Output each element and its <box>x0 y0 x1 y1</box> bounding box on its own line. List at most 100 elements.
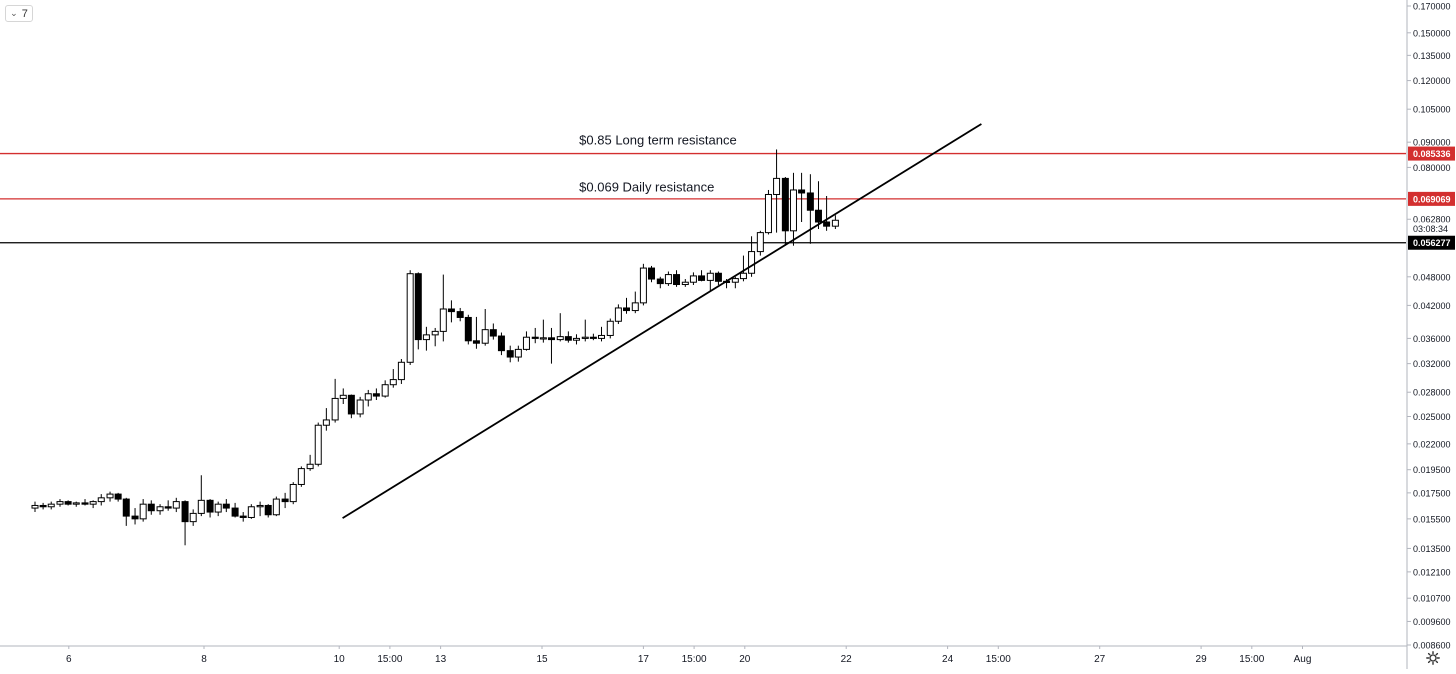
horizontal-lines <box>0 152 1406 244</box>
candle <box>414 272 422 350</box>
candle-body <box>623 307 630 312</box>
x-tick-label: 22 <box>841 654 853 665</box>
y-tick-label: 0.008600 <box>1413 641 1451 651</box>
candle <box>664 271 672 286</box>
candle-body <box>164 506 172 509</box>
candle <box>581 319 589 342</box>
x-tick-label: 8 <box>201 654 207 665</box>
candle <box>456 307 464 322</box>
chart-settings-button[interactable] <box>1421 648 1445 668</box>
x-tick-label: 13 <box>435 654 447 665</box>
annotation-text[interactable]: $0.85 Long term resistance <box>579 133 737 148</box>
candle-body <box>114 493 122 500</box>
candle <box>47 501 55 510</box>
candle-body <box>406 273 414 363</box>
candle <box>698 270 706 282</box>
candle-body <box>222 503 230 509</box>
candle <box>372 388 380 401</box>
x-tick-label: 10 <box>334 654 346 665</box>
price-label-background <box>1408 191 1455 206</box>
candle <box>764 189 772 235</box>
candle-body <box>131 515 139 520</box>
price-label-background <box>1408 235 1455 250</box>
x-tick-label: 15 <box>536 654 548 665</box>
candle-body <box>81 502 89 505</box>
candle-body <box>256 504 264 508</box>
candle-body <box>764 193 772 234</box>
candle <box>589 333 597 341</box>
candle-body <box>264 504 272 516</box>
y-tick-label: 0.009600 <box>1413 617 1451 627</box>
candle-body <box>347 394 355 415</box>
y-tick-label: 0.019500 <box>1413 465 1451 475</box>
candle-body <box>556 336 564 341</box>
candle-body <box>773 177 781 195</box>
chevron-down-icon: ⌄ <box>10 8 18 18</box>
candle-body <box>89 501 97 505</box>
y-tick-label: 0.150000 <box>1413 28 1451 38</box>
candle <box>222 499 230 513</box>
y-tick-label: 0.028000 <box>1413 388 1451 398</box>
candle <box>606 318 614 339</box>
candle <box>497 332 505 356</box>
candle-body <box>206 499 214 513</box>
candle-body <box>572 337 580 341</box>
candle <box>214 501 222 517</box>
candle-body <box>106 493 114 499</box>
y-tick-label: 0.080000 <box>1413 163 1451 173</box>
candle-body <box>289 483 297 503</box>
candle <box>56 499 64 507</box>
y-tick-label: 0.017500 <box>1413 488 1451 498</box>
annotation-text[interactable]: $0.069 Daily resistance <box>579 179 714 194</box>
candle-body <box>389 379 397 386</box>
candle-body <box>64 501 72 505</box>
candle <box>306 454 314 471</box>
countdown-label: 03:08:34 <box>1413 224 1448 234</box>
price-label: 0.056277 <box>1413 238 1451 248</box>
candle <box>756 230 764 256</box>
candle-body <box>756 232 764 253</box>
candle <box>247 504 255 519</box>
x-tick-label: 20 <box>739 654 751 665</box>
candle <box>781 176 789 246</box>
gear-icon <box>1426 651 1440 665</box>
candle <box>648 265 656 283</box>
candle <box>331 378 339 423</box>
candle-body <box>56 501 64 505</box>
candle-body <box>72 502 80 505</box>
candle-body <box>464 316 472 342</box>
candle <box>539 319 547 343</box>
candle-body <box>481 329 489 344</box>
candle <box>506 345 514 363</box>
candle <box>522 331 530 351</box>
candle-body <box>239 515 247 518</box>
candle-body <box>231 507 239 517</box>
candle-body <box>531 336 539 339</box>
candle <box>656 276 664 289</box>
candle <box>397 358 405 384</box>
y-tick-label: 0.170000 <box>1413 2 1451 12</box>
candle-body <box>714 272 722 282</box>
candle <box>39 502 47 510</box>
candle-body <box>497 335 505 352</box>
x-tick-label: Aug <box>1294 654 1312 665</box>
candle <box>831 215 839 230</box>
candle <box>556 313 564 342</box>
x-tick-label: 29 <box>1196 654 1208 665</box>
candle-body <box>31 504 39 509</box>
candle <box>364 389 372 407</box>
y-tick-label: 0.010700 <box>1413 594 1451 604</box>
candle <box>239 512 247 522</box>
candle-body <box>281 498 289 503</box>
collapse-indicators-button[interactable]: ⌄ 7 <box>5 5 33 22</box>
candle-body <box>147 503 155 512</box>
candle <box>823 196 831 231</box>
y-tick-label: 0.032000 <box>1413 359 1451 369</box>
candle-body <box>314 424 322 465</box>
x-tick-label: 24 <box>942 654 954 665</box>
trendline[interactable] <box>342 123 982 519</box>
candle <box>439 274 447 342</box>
candle-body <box>181 501 189 523</box>
